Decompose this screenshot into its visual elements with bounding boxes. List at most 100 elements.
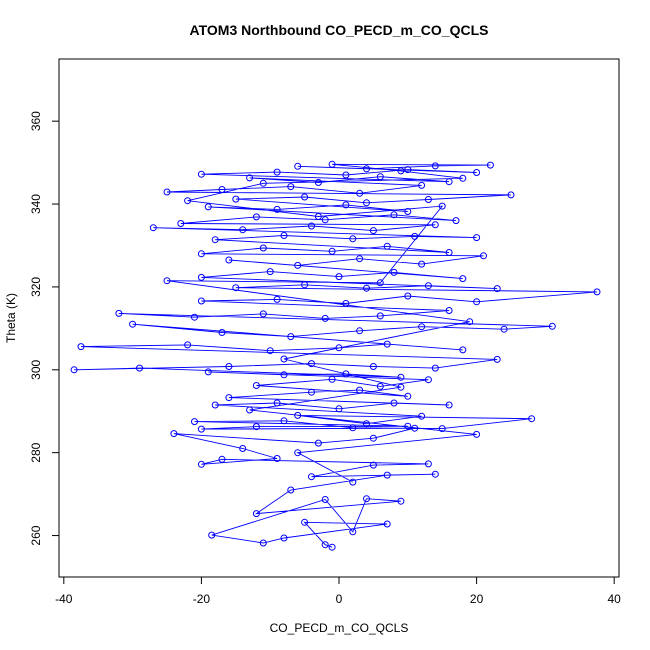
x-tick-label: 40 [608,592,622,606]
data-point [163,188,171,196]
data-point [259,539,267,547]
data-point [115,309,123,317]
data-point [431,470,439,478]
data-point [418,323,426,331]
data-point [287,333,295,341]
data-point [424,376,432,384]
data-point [232,195,240,203]
data-point [197,273,205,281]
data-point [266,347,274,355]
data-point [383,471,391,479]
data-point [493,285,501,293]
data-point [308,360,315,368]
data-point [431,162,439,170]
data-point [294,162,302,170]
data-point [404,292,412,300]
data-point [486,161,494,169]
data-point [294,449,302,457]
x-tick-label: -20 [193,592,211,606]
data-point [321,541,329,549]
data-point [129,320,137,328]
data-point [301,281,309,289]
data-point [335,344,343,352]
data-point [424,196,432,203]
data-point [70,366,78,374]
data-point [397,373,405,381]
data-point [149,224,157,232]
y-tick-label: 360 [29,111,43,131]
data-point [163,277,171,285]
data-point [280,417,288,425]
data-point [356,255,364,263]
data-point [480,252,487,260]
y-axis-label: Theta (K) [4,293,18,343]
data-point [252,382,260,389]
data-point [266,268,274,276]
data-point [363,420,370,428]
data-point [493,355,501,363]
data-point [294,261,302,269]
y-tick-label: 260 [29,525,43,545]
data-point [418,181,426,189]
data-point [197,250,205,258]
data-point [397,167,405,175]
data-point [356,189,364,197]
data-point [473,430,481,438]
data-point [259,310,267,318]
data-point [273,399,281,407]
y-tick-label: 280 [29,442,43,462]
data-point [280,534,288,542]
data-point [528,415,536,423]
data-point [335,405,343,413]
data-point [445,249,453,256]
data-point [170,430,178,438]
data-point [239,226,247,234]
data-point [232,284,240,292]
data-point [218,455,226,463]
data-point [301,193,309,201]
data-point [363,165,370,173]
data-point [397,497,405,505]
data-point [273,168,281,176]
data-point [208,531,216,539]
x-axis-label: CO_PECD_m_CO_QCLS [270,621,409,635]
data-point [390,211,398,219]
series-line [74,163,598,548]
data-point [204,368,212,376]
data-point [184,197,192,205]
data-point [218,329,226,336]
data-point [273,295,281,303]
data-point [252,213,260,221]
data-point [383,340,391,348]
data-point [225,363,233,370]
data-point [314,213,322,220]
data-point [363,199,370,207]
y-tick-label: 340 [29,194,43,214]
data-point [356,327,364,335]
data-point [273,455,281,462]
data-point [473,298,481,306]
data-point [459,275,467,283]
data-point [411,424,419,432]
data-point [218,186,226,193]
data-point [397,383,405,391]
data-point [342,201,350,209]
data-point [287,486,295,494]
data-point [438,202,446,210]
data-point [376,173,384,181]
data-point [431,221,439,229]
data-series [70,160,601,551]
data-point [466,318,474,326]
data-point [197,297,205,305]
data-point [349,235,357,243]
data-point [349,424,357,432]
data-point [259,179,267,187]
data-point [390,399,398,407]
data-point [177,220,185,227]
data-point [328,543,336,551]
data-point [252,510,260,518]
data-point [321,216,329,224]
data-point [77,343,85,351]
data-point [593,288,601,296]
